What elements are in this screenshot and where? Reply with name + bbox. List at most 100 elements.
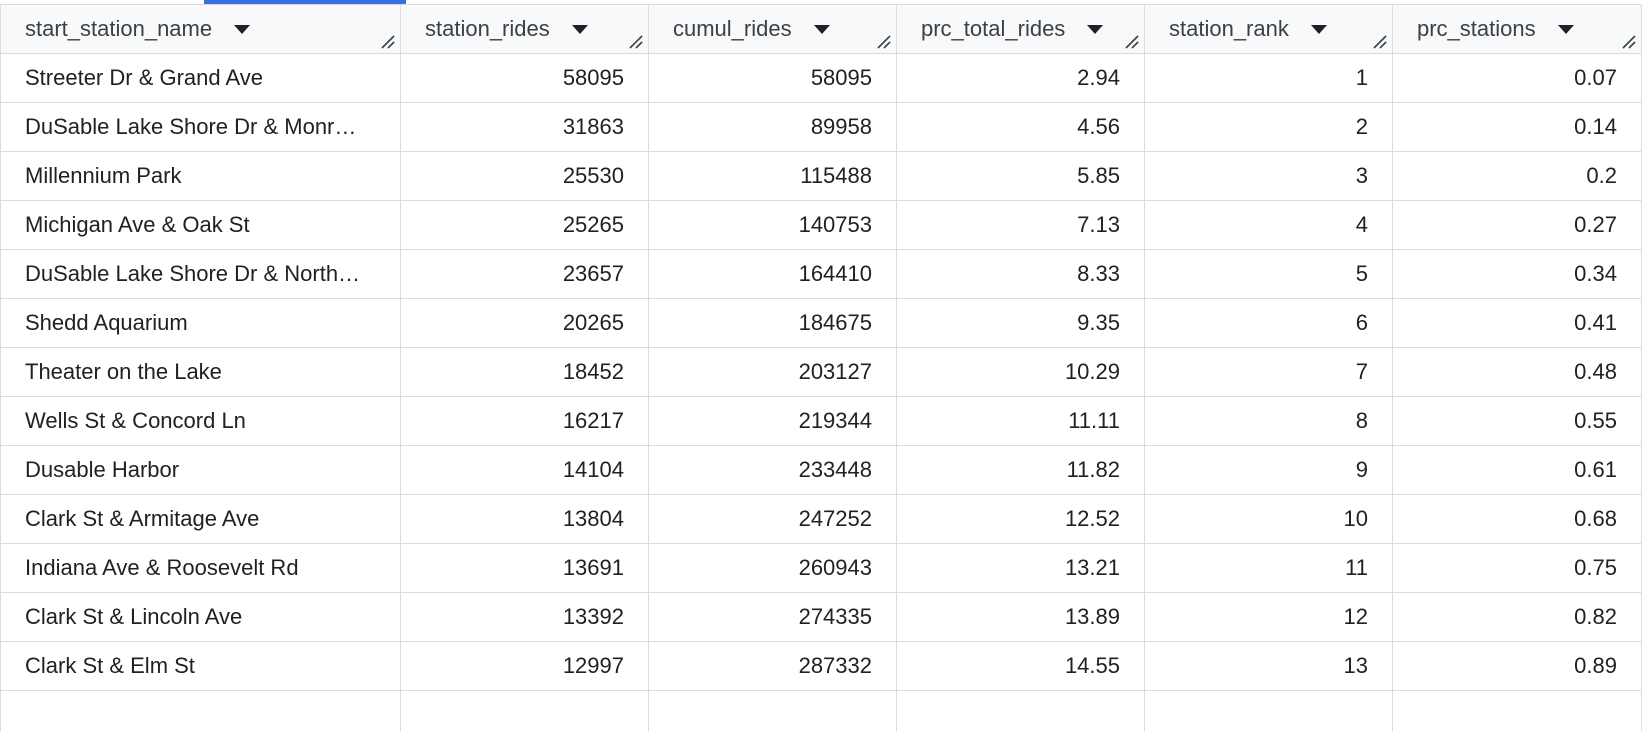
table-row[interactable]: DuSable Lake Shore Dr & Monr… 31863 89958 4… (0, 102, 1642, 152)
cell-station-rank[interactable]: 8 (1144, 396, 1393, 446)
cell-prc-stations[interactable]: 0.14 (1392, 102, 1642, 152)
cell-prc-total-rides[interactable]: 4.56 (896, 102, 1145, 152)
cell-cumul-rides[interactable]: 219344 (648, 396, 897, 446)
cell-cumul-rides[interactable]: 89958 (648, 102, 897, 152)
cell-prc-total-rides[interactable]: 9.35 (896, 298, 1145, 348)
table-row[interactable]: Wells St & Concord Ln 16217 219344 11.11 8 0.… (0, 396, 1642, 446)
cell-prc-stations[interactable]: 0.07 (1392, 53, 1642, 103)
cell-start-station-name[interactable]: Millennium Park (0, 151, 401, 201)
cell-station-rides[interactable]: 14104 (400, 445, 649, 495)
column-resize-icon[interactable] (1622, 35, 1636, 49)
column-resize-icon[interactable] (877, 35, 891, 49)
cell-station-rides[interactable]: 31863 (400, 102, 649, 152)
table-row[interactable]: Michigan Ave & Oak St 25265 140753 7.13 4 0.2… (0, 200, 1642, 250)
cell-start-station-name[interactable]: DuSable Lake Shore Dr & North… (0, 249, 401, 299)
sort-dropdown-icon[interactable] (234, 25, 251, 35)
cell-station-rank[interactable]: 4 (1144, 200, 1393, 250)
cell-prc-stations[interactable]: 0.75 (1392, 543, 1642, 593)
column-header-station-rank[interactable]: station_rank (1144, 4, 1393, 54)
cell-station-rank[interactable]: 2 (1144, 102, 1393, 152)
table-row[interactable]: Clark St & Lincoln Ave 13392 274335 13.89 12… (0, 592, 1642, 642)
cell-station-rank[interactable]: 6 (1144, 298, 1393, 348)
table-row[interactable]: Clark St & Armitage Ave 13804 247252 12.52 1… (0, 494, 1642, 544)
column-header-prc-stations[interactable]: prc_stations (1392, 4, 1642, 54)
cell-prc-stations[interactable]: 0.82 (1392, 592, 1642, 642)
cell-start-station-name[interactable]: DuSable Lake Shore Dr & Monr… (0, 102, 401, 152)
cell-cumul-rides[interactable]: 260943 (648, 543, 897, 593)
cell-start-station-name[interactable]: Theater on the Lake (0, 347, 401, 397)
cell-start-station-name[interactable]: Michigan Ave & Oak St (0, 200, 401, 250)
cell-prc-total-rides[interactable]: 11.11 (896, 396, 1145, 446)
cell-start-station-name[interactable]: Wells St & Concord Ln (0, 396, 401, 446)
cell-start-station-name[interactable]: Clark St & Armitage Ave (0, 494, 401, 544)
column-resize-icon[interactable] (1125, 35, 1139, 49)
cell-station-rides[interactable]: 58095 (400, 53, 649, 103)
cell-station-rank[interactable]: 9 (1144, 445, 1393, 495)
sort-dropdown-icon[interactable] (1310, 25, 1327, 35)
cell-cumul-rides[interactable]: 233448 (648, 445, 897, 495)
column-header-cumul-rides[interactable]: cumul_rides (648, 4, 897, 54)
sort-dropdown-icon[interactable] (571, 25, 588, 35)
cell-prc-total-rides[interactable]: 2.94 (896, 53, 1145, 103)
cell-station-rides[interactable]: 25530 (400, 151, 649, 201)
cell-start-station-name[interactable]: Dusable Harbor (0, 445, 401, 495)
column-resize-icon[interactable] (381, 35, 395, 49)
cell-cumul-rides[interactable]: 287332 (648, 641, 897, 691)
cell-prc-total-rides[interactable]: 11.82 (896, 445, 1145, 495)
cell-station-rank[interactable]: 13 (1144, 641, 1393, 691)
cell-prc-total-rides[interactable]: 10.29 (896, 347, 1145, 397)
cell-station-rank[interactable]: 11 (1144, 543, 1393, 593)
cell-station-rank[interactable]: 10 (1144, 494, 1393, 544)
table-row[interactable]: Indiana Ave & Roosevelt Rd 13691 260943 13.… (0, 543, 1642, 593)
column-header-start-station-name[interactable]: start_station_name (0, 4, 401, 54)
cell-station-rides[interactable]: 12997 (400, 641, 649, 691)
cell-prc-total-rides[interactable]: 13.89 (896, 592, 1145, 642)
cell-start-station-name[interactable]: Shedd Aquarium (0, 298, 401, 348)
cell-cumul-rides[interactable]: 274335 (648, 592, 897, 642)
cell-station-rides[interactable]: 20265 (400, 298, 649, 348)
cell-start-station-name[interactable]: Indiana Ave & Roosevelt Rd (0, 543, 401, 593)
cell-prc-stations[interactable]: 0.61 (1392, 445, 1642, 495)
cell-prc-stations[interactable]: 0.55 (1392, 396, 1642, 446)
table-row[interactable]: Dusable Harbor 14104 233448 11.82 9 0.61 (0, 445, 1642, 495)
cell-station-rides[interactable]: 13392 (400, 592, 649, 642)
table-row[interactable]: Shedd Aquarium 20265 184675 9.35 6 0.41 (0, 298, 1642, 348)
cell-station-rides[interactable]: 13804 (400, 494, 649, 544)
cell-cumul-rides[interactable]: 203127 (648, 347, 897, 397)
column-header-station-rides[interactable]: station_rides (400, 4, 649, 54)
cell-cumul-rides[interactable]: 58095 (648, 53, 897, 103)
sort-dropdown-icon[interactable] (1557, 25, 1574, 35)
cell-station-rides[interactable]: 25265 (400, 200, 649, 250)
cell-cumul-rides[interactable]: 164410 (648, 249, 897, 299)
cell-prc-stations[interactable]: 0.2 (1392, 151, 1642, 201)
cell-start-station-name[interactable]: Clark St & Lincoln Ave (0, 592, 401, 642)
cell-station-rides[interactable]: 18452 (400, 347, 649, 397)
cell-station-rides[interactable]: 23657 (400, 249, 649, 299)
cell-cumul-rides[interactable]: 140753 (648, 200, 897, 250)
cell-prc-total-rides[interactable]: 12.52 (896, 494, 1145, 544)
cell-station-rank[interactable]: 5 (1144, 249, 1393, 299)
cell-station-rank[interactable]: 1 (1144, 53, 1393, 103)
table-row[interactable]: Streeter Dr & Grand Ave 58095 58095 2.94 1 0.… (0, 53, 1642, 103)
cell-prc-stations[interactable]: 0.34 (1392, 249, 1642, 299)
sort-dropdown-icon[interactable] (1087, 25, 1104, 35)
table-row[interactable]: Theater on the Lake 18452 203127 10.29 7 0.48 (0, 347, 1642, 397)
cell-prc-total-rides[interactable]: 13.21 (896, 543, 1145, 593)
cell-cumul-rides[interactable]: 184675 (648, 298, 897, 348)
cell-station-rides[interactable]: 16217 (400, 396, 649, 446)
cell-station-rank[interactable]: 3 (1144, 151, 1393, 201)
sort-dropdown-icon[interactable] (813, 25, 830, 35)
cell-station-rides[interactable]: 13691 (400, 543, 649, 593)
cell-station-rank[interactable]: 12 (1144, 592, 1393, 642)
column-header-prc-total-rides[interactable]: prc_total_rides (896, 4, 1145, 54)
cell-prc-total-rides[interactable]: 8.33 (896, 249, 1145, 299)
table-row[interactable]: Clark St & Elm St 12997 287332 14.55 13 0.89 (0, 641, 1642, 691)
column-resize-icon[interactable] (1373, 35, 1387, 49)
cell-prc-stations[interactable]: 0.27 (1392, 200, 1642, 250)
cell-cumul-rides[interactable]: 247252 (648, 494, 897, 544)
cell-prc-total-rides[interactable]: 5.85 (896, 151, 1145, 201)
cell-start-station-name[interactable]: Streeter Dr & Grand Ave (0, 53, 401, 103)
cell-prc-stations[interactable]: 0.41 (1392, 298, 1642, 348)
cell-prc-stations[interactable]: 0.89 (1392, 641, 1642, 691)
cell-prc-stations[interactable]: 0.68 (1392, 494, 1642, 544)
